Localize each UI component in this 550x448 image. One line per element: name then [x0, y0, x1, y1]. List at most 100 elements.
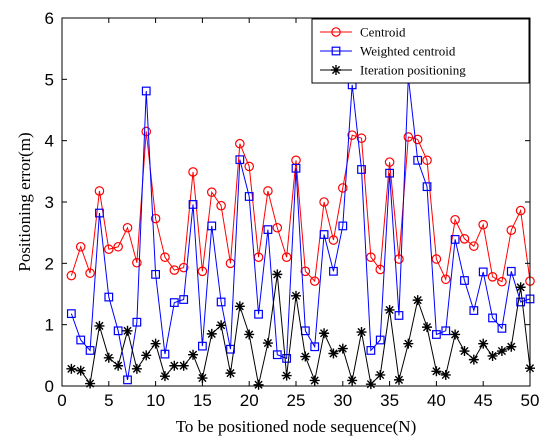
series-iteration-positioning-point-41 [440, 369, 451, 380]
series-centroid-point-43 [459, 234, 470, 244]
series-weighted-centroid-point-8 [132, 317, 142, 327]
legend-weighted-centroid-label: Weighted centroid [360, 44, 456, 59]
series-centroid-point-9 [141, 126, 152, 137]
series-centroid-point-4 [94, 186, 105, 196]
series-weighted-centroid-point-20 [244, 192, 254, 201]
series-centroid-point-30 [337, 183, 348, 193]
series-iteration-positioning-point-42 [450, 329, 461, 340]
series-centroid-point-8 [132, 257, 142, 268]
series-weighted-centroid-point-13 [179, 295, 189, 304]
y-tick-label: 6 [45, 9, 54, 28]
series-weighted-centroid-point-33 [366, 346, 376, 355]
series-weighted-centroid-point-1 [66, 309, 76, 319]
series-iteration-positioning-point-13 [178, 360, 189, 371]
series-iteration-positioning-point-27 [309, 375, 320, 386]
series-iteration-positioning-point-4 [94, 320, 105, 331]
series-iteration-positioning-point-20 [244, 329, 255, 340]
series-centroid-point-23 [272, 222, 283, 233]
series-weighted-centroid-point-49 [516, 297, 526, 307]
series-centroid-point-1 [66, 270, 77, 281]
series-iteration-positioning-point-18 [225, 368, 236, 379]
series-iteration-positioning-point-23 [272, 269, 283, 280]
series-centroid-point-10 [150, 213, 161, 224]
series-centroid-point-40 [431, 254, 442, 264]
series-centroid-point-47 [497, 276, 507, 287]
series-weighted-centroid-point-3 [85, 346, 95, 355]
series-weighted-centroid-line [70, 76, 531, 380]
series-weighted-centroid-point-11 [160, 349, 170, 359]
series-weighted-centroid-point-36 [394, 311, 404, 320]
x-tick-label: 40 [427, 391, 446, 410]
series-centroid-point-5 [104, 244, 114, 255]
x-axis-label: To be positioned node sequence(N) [176, 417, 417, 436]
series-iteration-positioning-point-2 [75, 365, 86, 376]
series-weighted-centroid-point-35 [385, 168, 394, 178]
series-centroid-point-22 [263, 186, 273, 196]
series-iteration-positioning-point-19 [234, 301, 245, 312]
series-centroid-point-27 [309, 276, 320, 286]
series-iteration-positioning-point-6 [113, 360, 124, 371]
series-centroid-point-17 [216, 200, 226, 211]
series-iteration-positioning-point-7 [122, 325, 133, 336]
series-iteration-positioning-point-31 [347, 375, 358, 386]
series-centroid-point-26 [300, 266, 311, 277]
series-iteration-positioning-point-10 [150, 338, 161, 349]
series-centroid-point-6 [113, 241, 123, 252]
x-tick-label: 0 [57, 391, 66, 410]
series-centroid-point-48 [506, 225, 517, 236]
series-centroid [66, 126, 535, 287]
series-weighted-centroid-point-6 [113, 326, 123, 336]
series-weighted-centroid-point-29 [329, 266, 338, 276]
series-centroid-point-44 [469, 241, 479, 251]
legend-centroid-label: Centroid [360, 25, 406, 40]
series-iteration-positioning-point-15 [197, 373, 208, 384]
x-tick-label: 50 [521, 391, 540, 410]
series-iteration-positioning-point-38 [412, 295, 423, 306]
series-weighted-centroid-point-48 [506, 266, 516, 276]
series-weighted-centroid-point-10 [151, 269, 161, 279]
series-iteration-positioning-point-11 [159, 371, 170, 382]
x-tick-label: 45 [474, 391, 493, 410]
series-iteration-positioning-point-43 [459, 346, 470, 357]
series-iteration-positioning-point-9 [141, 350, 152, 361]
series-weighted-centroid-point-12 [169, 298, 179, 307]
series-centroid-point-28 [319, 197, 329, 207]
series-weighted-centroid-point-19 [235, 155, 245, 165]
series-iteration-positioning-point-8 [131, 363, 142, 374]
series-iteration-positioning-point-45 [478, 338, 489, 349]
series-centroid-point-32 [356, 133, 367, 144]
series-iteration-positioning-point-36 [393, 374, 404, 385]
series-weighted-centroid-point-30 [338, 221, 348, 231]
x-tick-label: 5 [104, 391, 113, 410]
series-iteration-positioning-point-17 [216, 320, 227, 331]
series-iteration-positioning-point-3 [85, 378, 96, 389]
series-centroid-point-7 [122, 222, 133, 233]
x-tick-label: 15 [193, 391, 212, 410]
series-weighted-centroid-point-38 [413, 155, 423, 165]
series-centroid-point-12 [169, 265, 180, 275]
series-iteration-positioning-point-47 [496, 346, 507, 357]
series-iteration-positioning-point-26 [300, 351, 311, 362]
series-weighted-centroid-point-46 [488, 313, 497, 323]
series-weighted-centroid-point-23 [272, 350, 282, 360]
legend-iteration-positioning: Iteration positioning [320, 63, 466, 78]
series-weighted-centroid-point-40 [432, 330, 441, 339]
series-iteration-positioning-point-46 [487, 350, 498, 361]
y-tick-label: 5 [45, 70, 54, 89]
y-tick-label: 4 [45, 132, 54, 151]
series-centroid-point-20 [244, 161, 254, 172]
series-weighted-centroid-point-21 [254, 309, 263, 319]
series-iteration-positioning-point-40 [431, 366, 442, 377]
series-weighted-centroid-point-5 [104, 292, 114, 302]
x-tick-label: 25 [287, 391, 306, 410]
y-axis-label: Positioning error(m) [15, 132, 34, 271]
series-centroid-point-49 [515, 205, 526, 216]
x-tick-label: 35 [380, 391, 399, 410]
y-tick-label: 2 [45, 254, 54, 273]
y-tick-label: 0 [45, 377, 54, 396]
series-iteration-positioning-point-16 [206, 328, 217, 339]
series-centroid-point-42 [450, 214, 460, 225]
series-weighted-centroid-point-22 [263, 225, 273, 235]
series-centroid-point-13 [178, 262, 189, 273]
